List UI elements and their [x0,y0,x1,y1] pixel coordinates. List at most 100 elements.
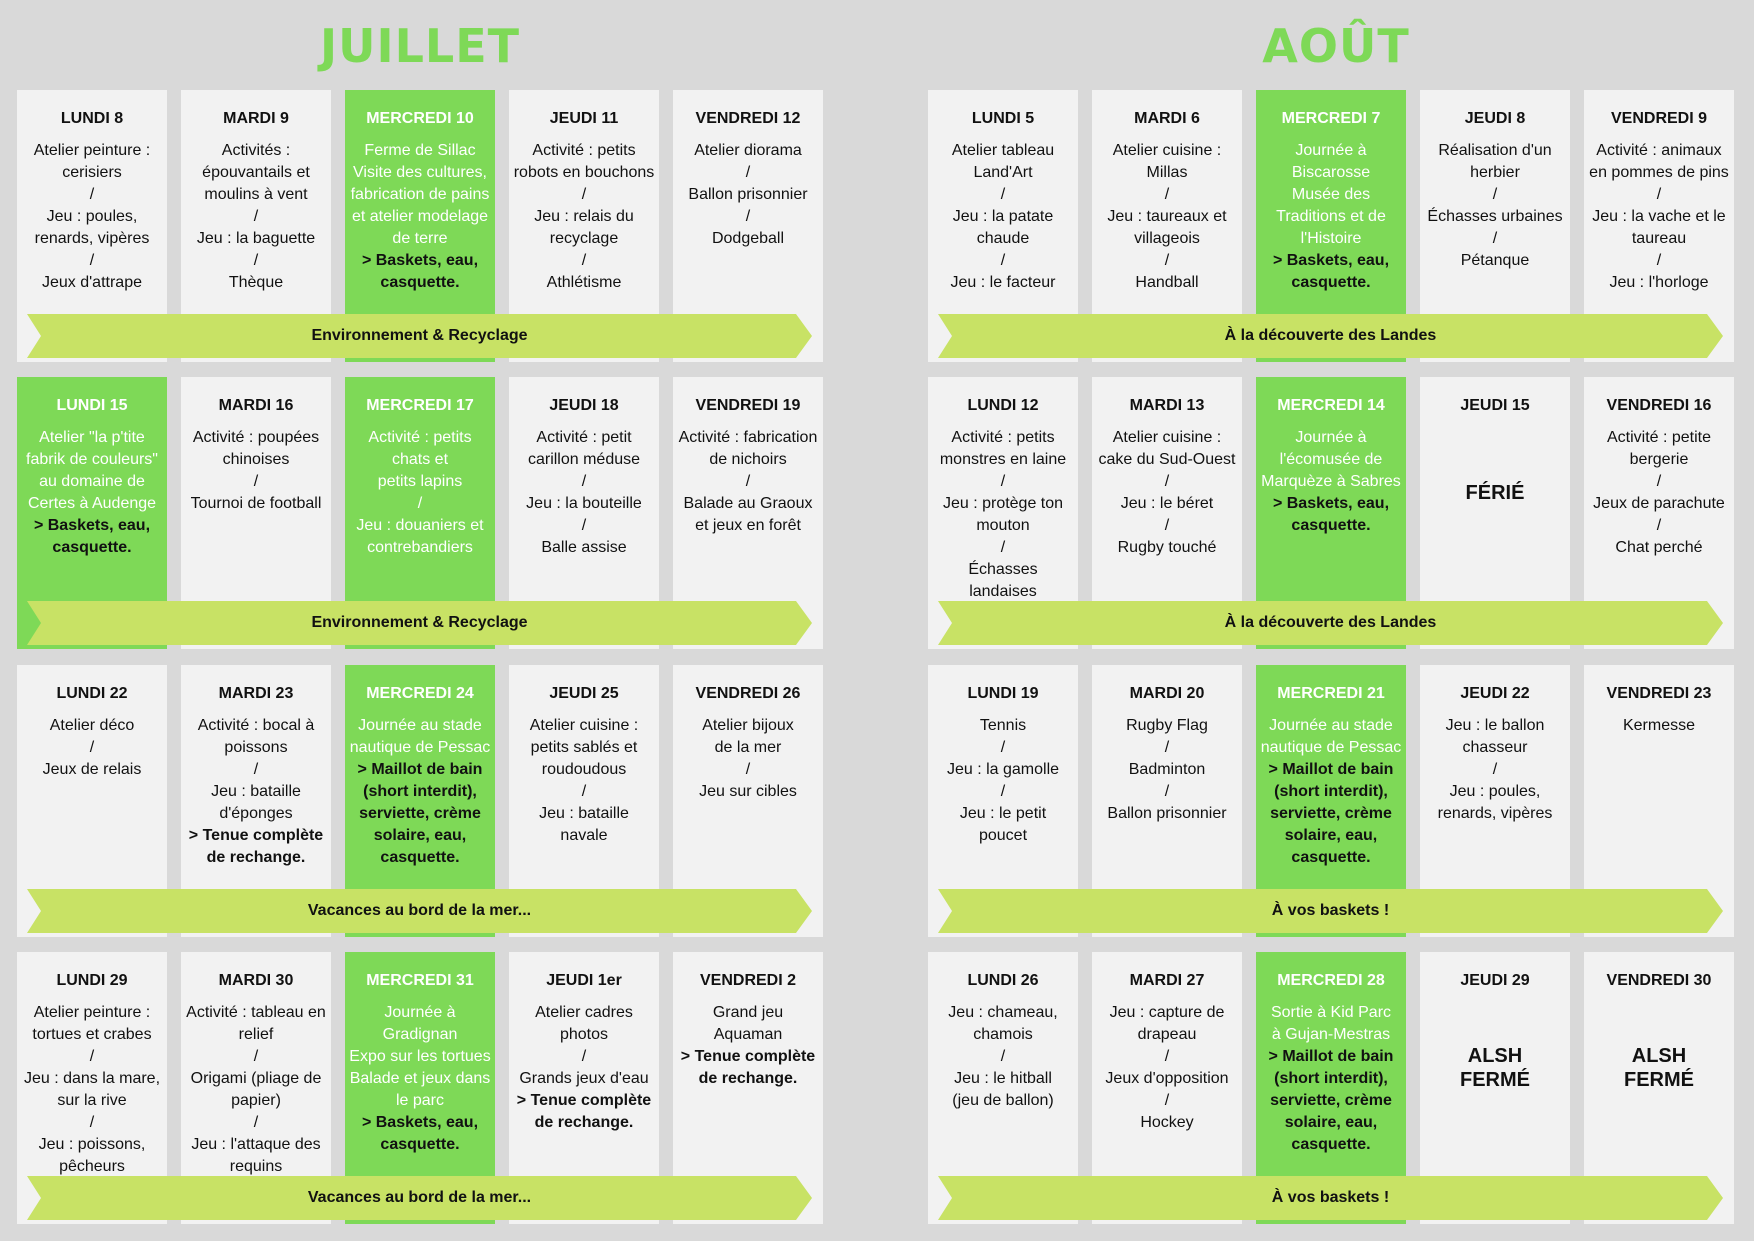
theme-banner: À vos baskets ! [938,889,1723,933]
day-heading: LUNDI 29 [56,972,128,989]
activity-text: Activité : tableau en relief / Origami (… [186,1004,326,1175]
day-activities: Journée à Gradignan Expo sur les tortues… [347,1002,493,1156]
activity-text: Activité : petits chats et petits lapins… [356,429,484,556]
august-week-2: LUNDI 12 Activité : petits monstres en la… [928,377,1734,649]
day-activities: Activité : bocal à poissons / Jeu : bata… [183,715,329,869]
day-heading: MERCREDI 24 [366,685,474,702]
day-heading: LUNDI 15 [56,397,128,414]
activity-text: Journée à l'écomusée de Marquèze à Sabre… [1261,429,1401,490]
day-activities: Atelier cuisine : Millas / Jeu : taureau… [1094,140,1240,294]
day-activities: Jeu : chameau, chamois / Jeu : le hitbal… [930,1002,1076,1112]
day-heading: LUNDI 8 [60,110,124,127]
activity-text: Activité : petit carillon méduse / Jeu :… [526,429,642,556]
day-heading: VENDREDI 12 [695,110,801,127]
day-heading: MERCREDI 7 [1281,110,1381,127]
activity-text: Atelier cuisine : petits sablés et roudo… [529,717,639,844]
closed-label: ALSH FERMÉ [1460,1045,1530,1091]
activity-text: Atelier cuisine : Millas / Jeu : taureau… [1107,142,1227,291]
activity-text: Atelier diorama / Ballon prisonnier / Do… [688,142,808,247]
day-activities: Activité : petits robots en bouchons / J… [511,140,657,294]
activity-text: Atelier cuisine : cake du Sud-Ouest / Je… [1098,429,1236,556]
day-activities: Activité : animaux en pommes de pins / J… [1586,140,1732,294]
equipment-note: > Baskets, eau, casquette. [1272,495,1390,534]
activity-text: Kermesse [1622,717,1696,734]
activity-text: Atelier cadres photos / Grands jeux d'ea… [519,1004,649,1087]
day-heading: MERCREDI 10 [366,110,474,127]
theme-banner: Environnement & Recyclage [27,314,812,358]
activity-text: Réalisation d'un herbier / Échasses urba… [1427,142,1563,269]
equipment-note: > Maillot de bain (short interdit), serv… [1268,761,1394,866]
july-week-1: LUNDI 8 Atelier peinture : cerisiers / Je… [17,90,823,362]
activity-text: Tennis / Jeu : la gamolle / Jeu : le pet… [946,717,1060,844]
theme-banner: À vos baskets ! [938,1176,1723,1220]
activity-text: Rugby Flag / Badminton / Ballon prisonni… [1107,717,1227,822]
day-heading: LUNDI 12 [967,397,1039,414]
activity-text: Atelier peinture : cerisiers / Jeu : pou… [33,142,151,291]
day-heading: JEUDI 22 [1460,685,1530,702]
august-title: AOÛT [1262,19,1410,73]
day-activities: Atelier cuisine : cake du Sud-Ouest / Je… [1094,427,1240,559]
activity-text: Activité : animaux en pommes de pins / J… [1589,142,1729,291]
day-heading: MARDI 27 [1129,972,1205,989]
activity-text: Activités : épouvantails et moulins à ve… [196,142,316,291]
day-activities: Rugby Flag / Badminton / Ballon prisonni… [1094,715,1240,825]
activity-text: Atelier "la p'tite fabrik de couleurs" a… [26,429,158,512]
theme-banner: À la découverte des Landes [938,314,1723,358]
day-heading: MERCREDI 17 [366,397,474,414]
day-heading: MARDI 6 [1134,110,1200,127]
day-activities: Sortie à Kid Parc à Gujan-Mestras > Maill… [1258,1002,1404,1156]
day-heading: VENDREDI 26 [695,685,801,702]
day-activities: Atelier tableau Land'Art / Jeu : la pata… [930,140,1076,294]
theme-banner: Environnement & Recyclage [27,601,812,645]
july-week-3: LUNDI 22 Atelier déco / Jeux de relais MAR… [17,665,823,937]
activity-text: Journée au stade nautique de Pessac [349,717,491,756]
day-activities: Ferme de Sillac Visite des cultures, fab… [347,140,493,294]
equipment-note: > Maillot de bain (short interdit), serv… [357,761,483,866]
activity-text: Ferme de Sillac Visite des cultures, fab… [350,142,490,247]
day-heading: LUNDI 26 [967,972,1039,989]
day-heading: LUNDI 19 [967,685,1039,702]
activity-text: Jeu : le ballon chasseur / Jeu : poules,… [1437,717,1553,822]
day-heading: MERCREDI 28 [1277,972,1385,989]
day-activities: Jeu : le ballon chasseur / Jeu : poules,… [1422,715,1568,825]
equipment-note: > Maillot de bain (short interdit), serv… [1268,1048,1394,1153]
day-heading: JEUDI 1er [546,972,622,989]
day-heading: VENDREDI 30 [1606,972,1712,989]
closed-label: ALSH FERMÉ [1624,1045,1694,1091]
closed-label: FÉRIÉ [1465,482,1525,504]
day-activities: Journée au stade nautique de Pessac > Mai… [1258,715,1404,869]
day-activities: Atelier diorama / Ballon prisonnier / Do… [675,140,821,250]
theme-banner: Vacances au bord de la mer... [27,1176,812,1220]
day-activities: Atelier "la p'tite fabrik de couleurs" a… [19,427,165,559]
day-activities: Kermesse [1586,715,1732,737]
day-heading: MARDI 30 [218,972,294,989]
day-activities: Atelier cuisine : petits sablés et roudo… [511,715,657,847]
day-heading: MERCREDI 21 [1277,685,1385,702]
activity-text: Atelier déco / Jeux de relais [42,717,142,778]
day-heading: MARDI 16 [218,397,294,414]
activity-text: Journée au stade nautique de Pessac [1260,717,1402,756]
activity-text: Jeu : chameau, chamois / Jeu : le hitbal… [948,1004,1058,1109]
activity-text: Activité : petite bergerie / Jeux de par… [1593,429,1725,556]
day-activities: Activité : petits monstres en laine / Je… [930,427,1076,603]
activity-text: Activité : fabrication de nichoirs / Bal… [678,429,818,534]
activity-text: Journée à Gradignan Expo sur les tortues… [349,1004,491,1109]
july-week-2: LUNDI 15 Atelier "la p'tite fabrik de cou… [17,377,823,649]
day-activities: Journée à Biscarosse Musée des Tradition… [1258,140,1404,294]
equipment-note: > Baskets, eau, casquette. [1272,252,1390,291]
day-heading: MARDI 13 [1129,397,1205,414]
day-heading: VENDREDI 23 [1606,685,1712,702]
august-week-1: LUNDI 5 Atelier tableau Land'Art / Jeu : … [928,90,1734,362]
activity-text: Activité : petits robots en bouchons / J… [513,142,655,291]
activity-text: Jeu : capture de drapeau / Jeux d'opposi… [1105,1004,1229,1131]
day-heading: MARDI 20 [1129,685,1205,702]
activity-text: Atelier peinture : tortues et crabes / J… [23,1004,161,1175]
day-heading: MERCREDI 31 [366,972,474,989]
day-heading: VENDREDI 2 [699,972,797,989]
day-activities: Activité : tableau en relief / Origami (… [183,1002,329,1178]
day-heading: MARDI 23 [218,685,294,702]
day-activities: Grand jeu Aquaman > Tenue complète de rec… [675,1002,821,1090]
activity-text: Atelier bijoux de la mer / Jeu sur cible… [699,717,797,800]
equipment-note: > Tenue complète de rechange. [680,1048,816,1087]
day-activities: Journée à l'écomusée de Marquèze à Sabre… [1258,427,1404,537]
